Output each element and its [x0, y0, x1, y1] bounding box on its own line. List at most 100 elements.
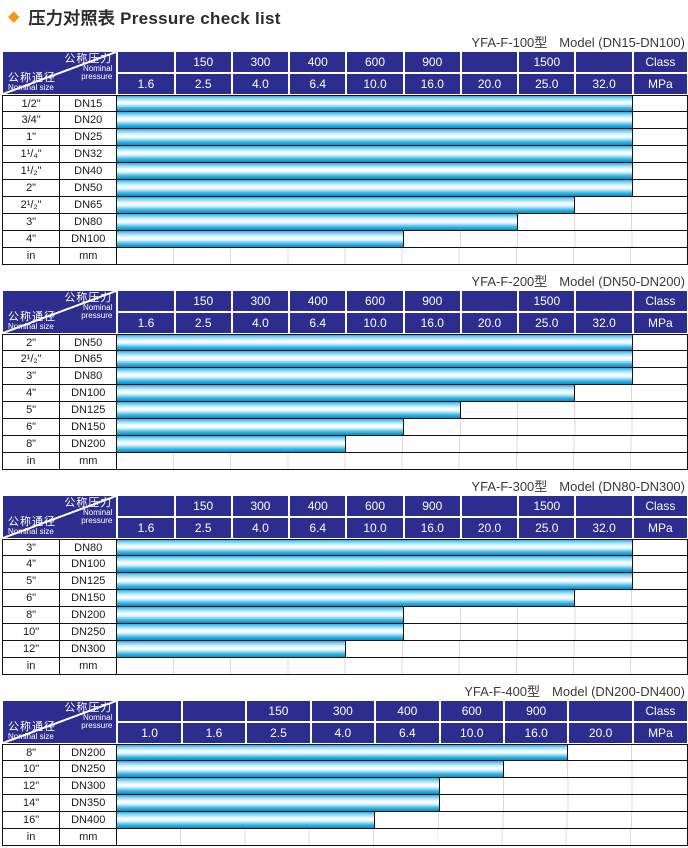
size-inch-cell: 4" [2, 231, 60, 248]
empty-range-cell [461, 402, 688, 419]
size-dn-cell: DN100 [60, 231, 117, 248]
mpa-header-10.0: 10.0 [346, 73, 403, 95]
class-header-900: 900 [404, 495, 461, 517]
empty-range-cell [633, 573, 688, 590]
size-dn-cell: DN50 [60, 180, 117, 197]
pressure-range-bar [117, 641, 346, 658]
mpa-header-32.0: 32.0 [575, 73, 632, 95]
class-header-1500: 1500 [518, 290, 575, 312]
size-inch-cell: 5" [2, 573, 60, 590]
class-header-empty [575, 495, 632, 517]
table-row-dn250: 10"DN250 [2, 761, 688, 778]
pressure-range-bar [117, 402, 461, 419]
class-header-900: 900 [404, 51, 461, 73]
table-row-dn100: 4"DN100 [2, 231, 688, 248]
page-title-row: ◆ 压力对照表 Pressure check list [8, 6, 687, 26]
pressure-range-bar [117, 368, 632, 385]
table-row-dn200: 8"DN200 [2, 436, 688, 453]
mpa-header-25.0: 25.0 [518, 73, 575, 95]
mpa-header-16.0: 16.0 [404, 73, 461, 95]
empty-range-cell [575, 197, 688, 214]
mpa-header-mpa: MPa [633, 73, 688, 95]
class-header-empty [575, 290, 632, 312]
pressure-range-bar [117, 436, 346, 453]
size-dn-cell: DN80 [60, 539, 117, 556]
class-header-400: 400 [375, 700, 439, 722]
empty-range-cell [440, 795, 688, 812]
class-header-empty [117, 700, 181, 722]
table-row-dn15: 1/2"DN15 [2, 95, 688, 112]
class-header-empty [182, 700, 246, 722]
empty-range-cell [518, 214, 688, 231]
model-label: YFA-F-400型 [464, 684, 540, 699]
size-dn-cell: DN350 [60, 795, 117, 812]
class-header-1500: 1500 [518, 495, 575, 517]
pressure-range-bar [117, 334, 632, 351]
table-row-dn50: 2"DN50 [2, 334, 688, 351]
mpa-header-1.6: 1.6 [117, 73, 174, 95]
size-dn-cell: DN25 [60, 129, 117, 146]
model-range-label: Model (DN50-DN200) [559, 274, 685, 289]
nominal-size-en: Nominal size [8, 323, 56, 331]
mpa-header-2.5: 2.5 [246, 722, 310, 744]
table-row-dn150: 6"DN150 [2, 419, 688, 436]
table-row-dn25: 1"DN25 [2, 129, 688, 146]
class-header-150: 150 [175, 290, 232, 312]
unit-empty-cell [117, 453, 688, 470]
unit-in-cell: in [2, 658, 60, 675]
table-row-dn200: 8"DN200 [2, 607, 688, 624]
size-inch-cell: 5" [2, 402, 60, 419]
unit-mm-cell: mm [60, 248, 117, 265]
mpa-header-20.0: 20.0 [461, 312, 518, 334]
mpa-header-1.6: 1.6 [117, 312, 174, 334]
mpa-header-mpa: MPa [633, 312, 688, 334]
size-dn-cell: DN65 [60, 351, 117, 368]
size-inch-cell: 6" [2, 590, 60, 607]
table-row-dn125: 5"DN125 [2, 573, 688, 590]
table-row-dn100: 4"DN100 [2, 556, 688, 573]
page-title: 压力对照表 Pressure check list [29, 4, 281, 29]
class-header-empty [568, 700, 632, 722]
pressure-range-bar [117, 419, 403, 436]
nominal-pressure-en-2: pressure [64, 722, 112, 730]
table-row-dn100: 4"DN100 [2, 385, 688, 402]
model-range-label: Model (DN200-DN400) [552, 684, 685, 699]
pressure-range-bar [117, 231, 403, 248]
empty-range-cell [633, 129, 688, 146]
size-dn-cell: DN200 [60, 744, 117, 761]
table-row-dn300: 12"DN300 [2, 641, 688, 658]
class-header-400: 400 [289, 290, 346, 312]
table-row-dn50: 2"DN50 [2, 180, 688, 197]
table-row-dn20: 3/4"DN20 [2, 112, 688, 129]
empty-range-cell [404, 624, 688, 641]
empty-range-cell [633, 180, 688, 197]
size-inch-cell: 1¹/₂" [2, 163, 60, 180]
mpa-header-4.0: 4.0 [232, 312, 289, 334]
class-header-empty [461, 495, 518, 517]
table-row-dn400: 16"DN400 [2, 812, 688, 829]
table-row-dn300: 12"DN300 [2, 778, 688, 795]
mpa-header-4.0: 4.0 [232, 73, 289, 95]
model-range-label: Model (DN80-DN300) [559, 479, 685, 494]
empty-range-cell [404, 607, 688, 624]
pressure-range-bar [117, 590, 575, 607]
empty-range-cell [633, 334, 688, 351]
mpa-header-16.0: 16.0 [404, 312, 461, 334]
empty-range-cell [404, 231, 688, 248]
pressure-range-bar [117, 351, 632, 368]
pressure-range-bar [117, 214, 518, 231]
mpa-header-6.4: 6.4 [375, 722, 439, 744]
size-dn-cell: DN80 [60, 214, 117, 231]
